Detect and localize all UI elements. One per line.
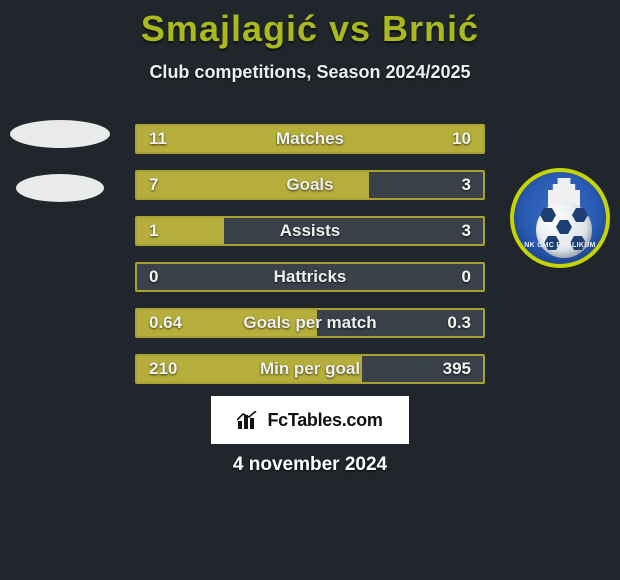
compare-row: 210Min per goal395 bbox=[135, 354, 485, 384]
placeholder-ellipse bbox=[10, 120, 110, 148]
player-right-badge: NK CMC PUBLIKUM bbox=[510, 168, 610, 268]
compare-row: 1Assists3 bbox=[135, 216, 485, 246]
comparison-chart: 11Matches10 7Goals3 1Assists3 0Hattricks0 0.… bbox=[135, 124, 485, 400]
value-right: 395 bbox=[443, 359, 471, 379]
compare-row: 11Matches10 bbox=[135, 124, 485, 154]
club-crest-icon: NK CMC PUBLIKUM bbox=[510, 168, 610, 268]
brand-text: FcTables.com bbox=[267, 410, 382, 431]
value-right: 0 bbox=[462, 267, 471, 287]
footer-date: 4 november 2024 bbox=[0, 454, 620, 476]
value-right: 0.3 bbox=[447, 313, 471, 333]
compare-row: 0.64Goals per match0.3 bbox=[135, 308, 485, 338]
row-label: Matches bbox=[137, 129, 483, 149]
value-right: 10 bbox=[452, 129, 471, 149]
row-label: Goals per match bbox=[137, 313, 483, 333]
placeholder-ellipse bbox=[16, 174, 104, 202]
bar-chart-icon bbox=[237, 411, 259, 429]
row-label: Assists bbox=[137, 221, 483, 241]
club-crest-label: NK CMC PUBLIKUM bbox=[514, 242, 606, 249]
compare-row: 0Hattricks0 bbox=[135, 262, 485, 292]
page-title: Smajlagić vs Brnić bbox=[0, 0, 620, 50]
row-label: Min per goal bbox=[137, 359, 483, 379]
value-right: 3 bbox=[462, 175, 471, 195]
brand-badge[interactable]: FcTables.com bbox=[211, 396, 409, 444]
value-right: 3 bbox=[462, 221, 471, 241]
compare-row: 7Goals3 bbox=[135, 170, 485, 200]
player-left-badge bbox=[10, 120, 110, 220]
row-label: Hattricks bbox=[137, 267, 483, 287]
page-subtitle: Club competitions, Season 2024/2025 bbox=[0, 62, 620, 83]
row-label: Goals bbox=[137, 175, 483, 195]
